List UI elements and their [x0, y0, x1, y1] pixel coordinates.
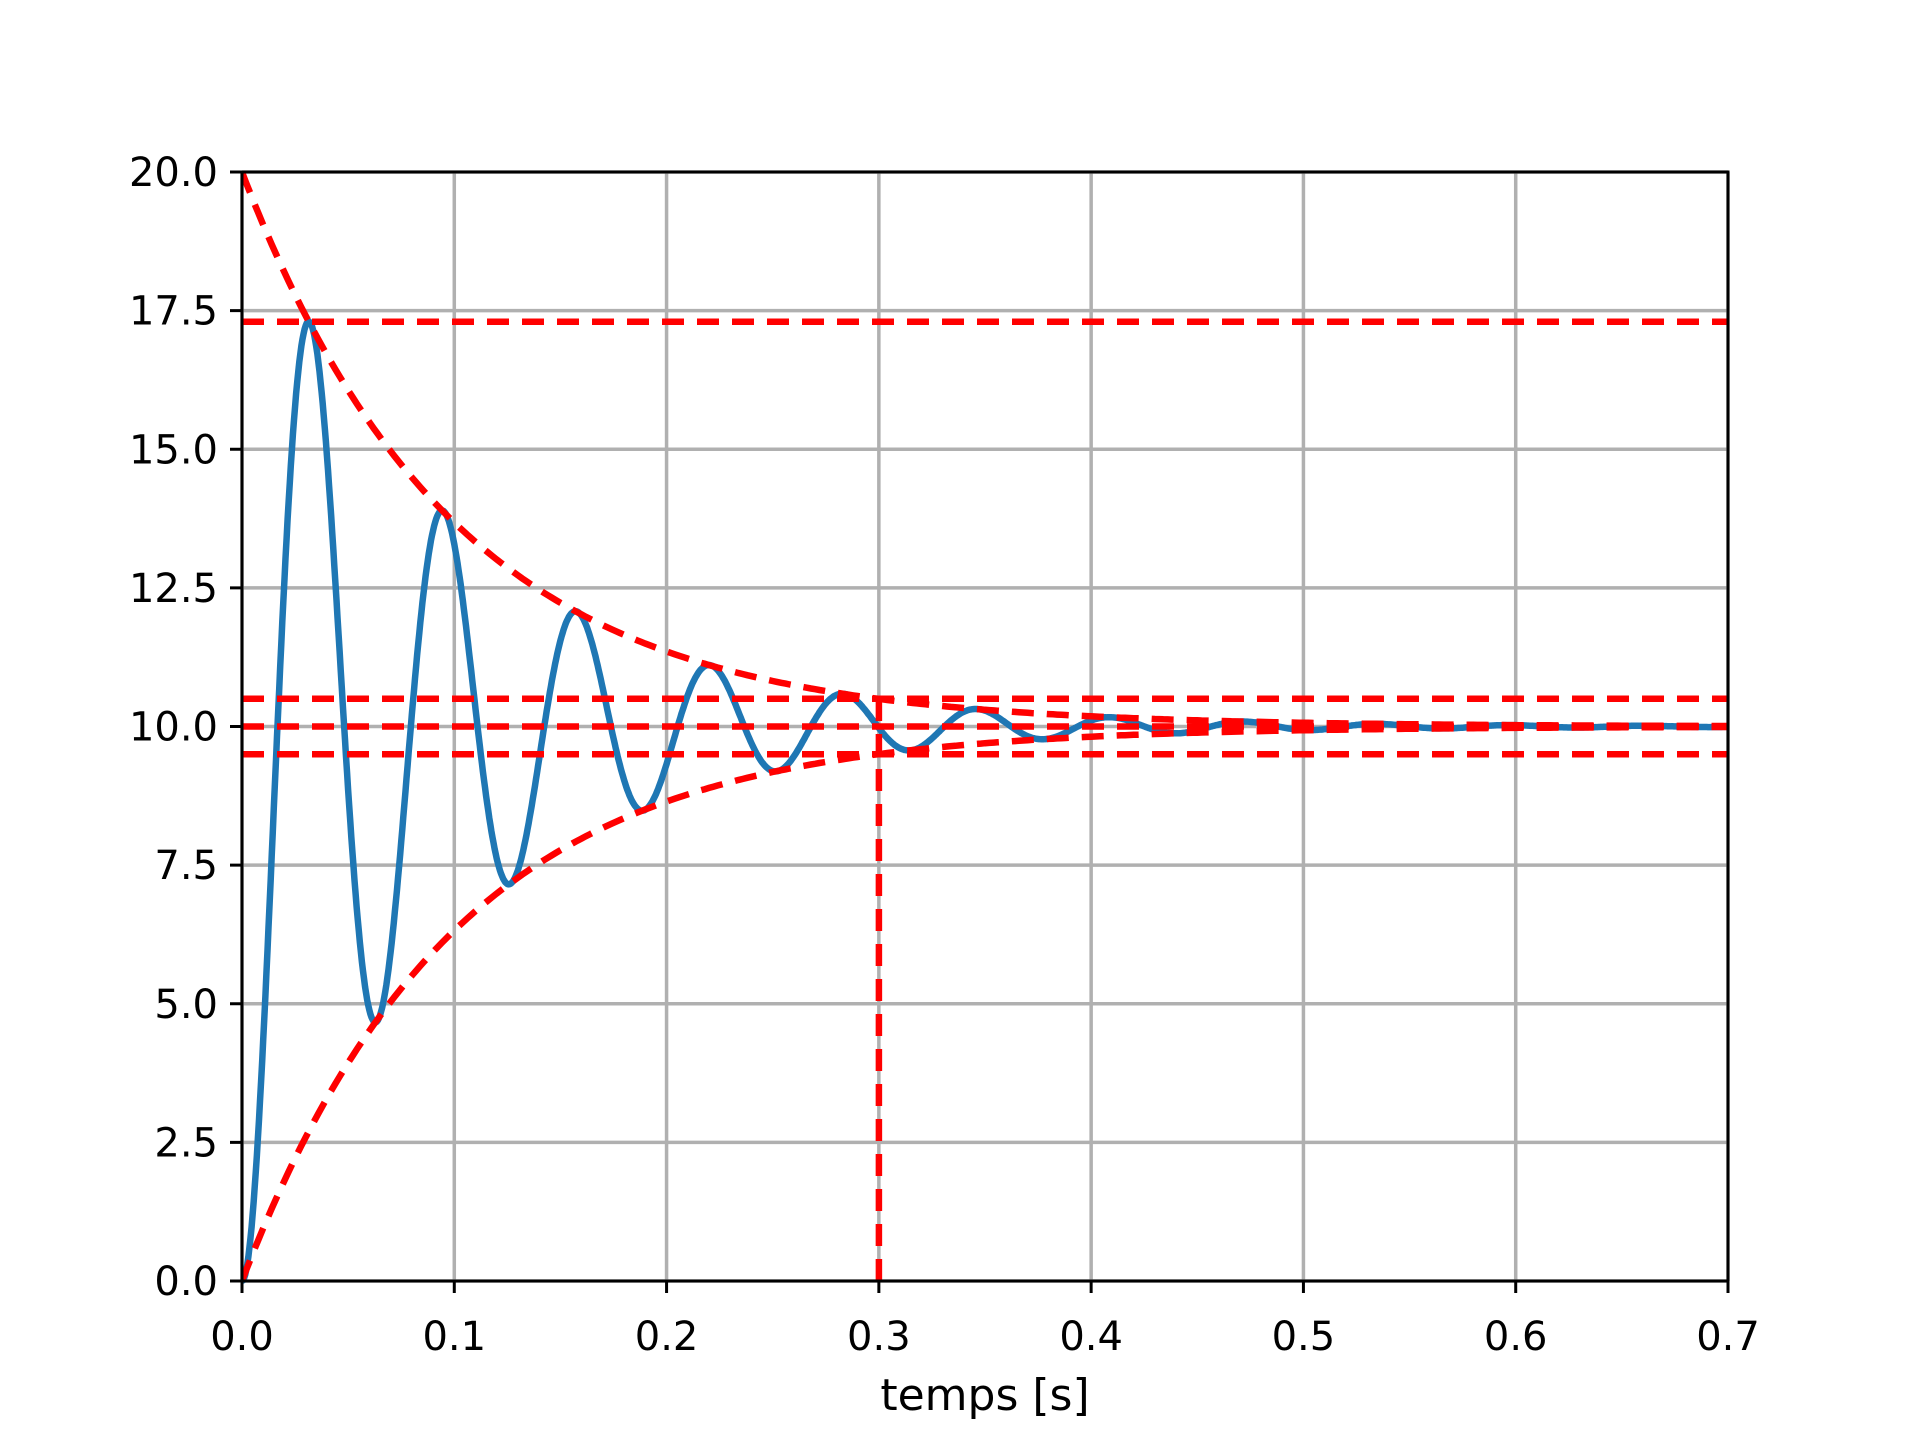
y-tick-label: 15.0 — [129, 427, 218, 473]
x-axis-label: temps [s] — [880, 1370, 1089, 1421]
x-tick-label: 0.6 — [1484, 1314, 1548, 1360]
y-tick-label: 0.0 — [154, 1259, 218, 1305]
x-tick-label: 0.5 — [1272, 1314, 1336, 1360]
y-tick-label: 10.0 — [129, 705, 218, 751]
x-tick-label: 0.7 — [1696, 1314, 1760, 1360]
x-tick-label: 0.1 — [422, 1314, 486, 1360]
y-tick-label: 17.5 — [129, 289, 218, 335]
x-tick-label: 0.2 — [635, 1314, 699, 1360]
data-layer — [241, 170, 1728, 1284]
x-tick-label: 0.4 — [1059, 1314, 1123, 1360]
x-tick-label: 0.0 — [210, 1314, 274, 1360]
y-tick-label: 7.5 — [154, 843, 218, 889]
y-tick-label: 5.0 — [154, 982, 218, 1028]
y-tick-label: 2.5 — [154, 1120, 218, 1166]
x-tick-label: 0.3 — [847, 1314, 911, 1360]
y-tick-label: 12.5 — [129, 566, 218, 612]
y-tick-label: 20.0 — [129, 150, 218, 196]
